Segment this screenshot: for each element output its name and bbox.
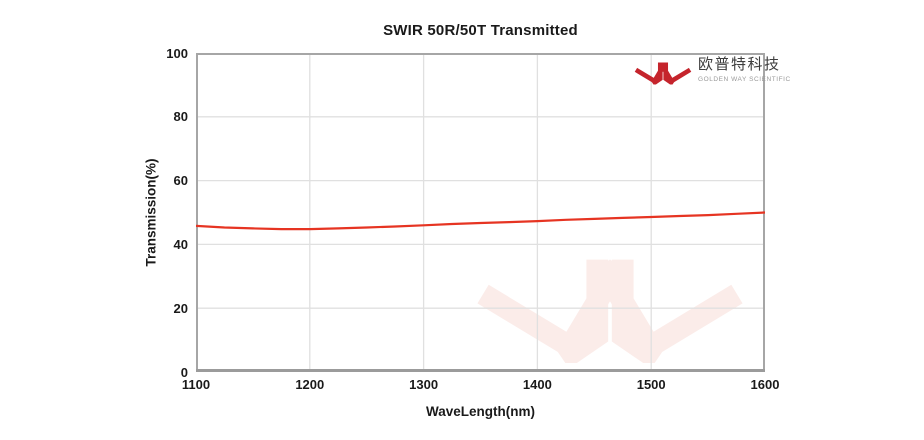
chart-title: SWIR 50R/50T Transmitted — [383, 22, 578, 39]
brand-logo: 欧普特科技 GOLDEN WAY SCIENTIFIC — [634, 55, 791, 85]
brand-watermark-icon — [483, 260, 737, 360]
transmission-curve-layer — [196, 211, 765, 231]
y-tick-label-20: 20 — [173, 300, 188, 316]
y-tick-label-0: 0 — [180, 364, 188, 380]
x-tick-label-1200: 1200 — [295, 377, 325, 392]
y-tick-label-40: 40 — [173, 236, 188, 252]
brand-name-en: GOLDEN WAY SCIENTIFIC — [698, 75, 791, 83]
transmission-curve — [196, 211, 765, 231]
plot-svg — [196, 53, 765, 372]
x-axis-ticks: 1100 1200 1300 1400 1500 1600 — [182, 377, 780, 395]
x-tick-label-1300: 1300 — [409, 377, 439, 392]
x-tick-label-1600: 1600 — [750, 377, 780, 392]
x-tick-label-1500: 1500 — [636, 377, 666, 392]
plot-area — [196, 53, 765, 372]
y-tick-label-80: 80 — [173, 109, 188, 125]
brand-name-cn: 欧普特科技 — [698, 56, 781, 74]
x-tick-label-1100: 1100 — [181, 377, 211, 392]
x-tick-label-1400: 1400 — [522, 377, 552, 392]
y-tick-label-100: 100 — [166, 45, 188, 61]
x-axis-title: WaveLength(nm) — [426, 404, 535, 419]
y-tick-label-60: 60 — [173, 173, 188, 189]
jc-logo-icon — [634, 55, 692, 85]
y-axis-ticks: 0 20 40 60 80 100 — [138, 46, 188, 380]
gridlines — [196, 53, 765, 372]
